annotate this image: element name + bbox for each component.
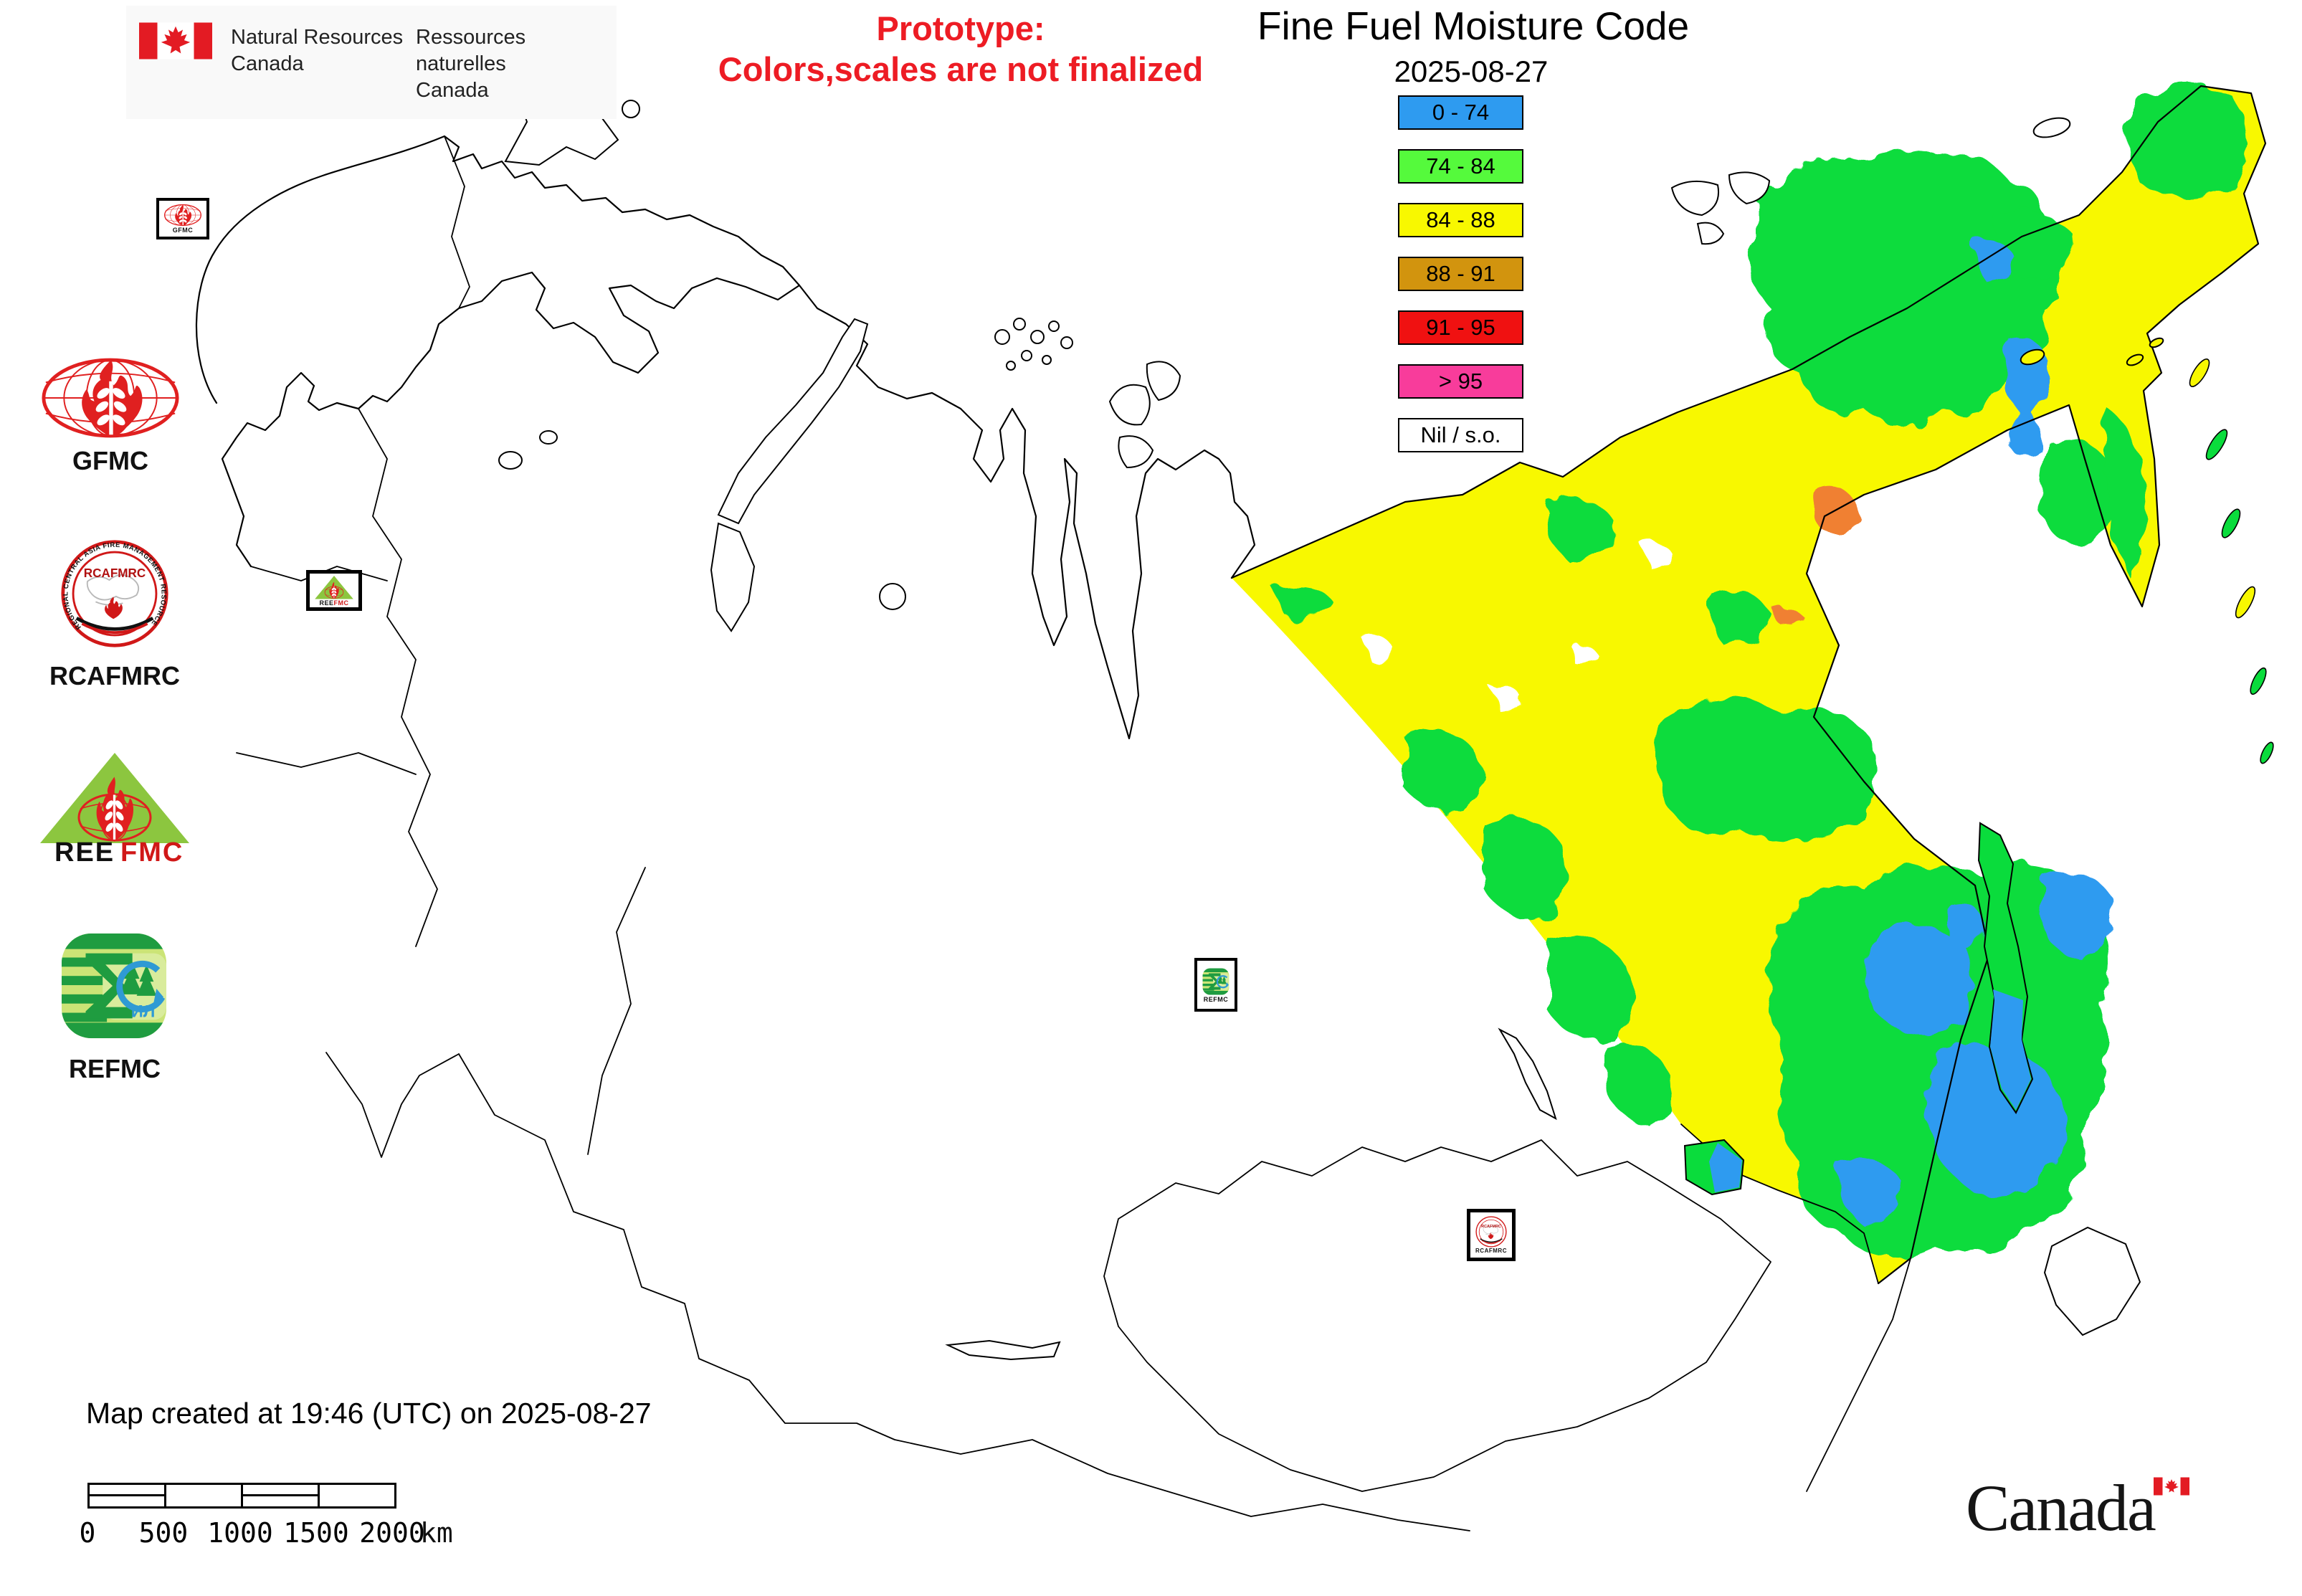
map-marker-reefmc: REEFMC (306, 570, 362, 611)
legend-item-88-91: 88 - 91 (1398, 257, 1523, 291)
reefmc-mini-logo (313, 575, 355, 599)
rcafmrc-caption: RCAFMRC (49, 661, 180, 690)
scale-bar-segment (166, 1485, 243, 1506)
legend-item-74-84: 74 - 84 (1398, 149, 1523, 184)
rcafmrc-logo: REGIONAL CENTRAL ASIA FIRE MANAGEMENT RE… (60, 539, 169, 648)
scale-tick-1000: 1000 (207, 1517, 273, 1549)
prototype-notice-line1: Prototype: (876, 9, 1045, 47)
reefmc-text-ree: REE (54, 837, 115, 865)
legend-item-84-88: 84 - 88 (1398, 203, 1523, 237)
prototype-notice-line2: Colors,scales are not finalized (718, 50, 1204, 88)
prototype-notice: Prototype: Colors,scales are not finaliz… (681, 9, 1240, 90)
gfmc-caption: GFMC (72, 446, 148, 475)
nrcan-header: Natural Resources Canada Ressources natu… (126, 6, 617, 119)
legend-item-91-95: 91 - 95 (1398, 310, 1523, 345)
map-marker-gfmc: GFMC (156, 198, 209, 239)
nrcan-english-label: Natural Resources Canada (231, 24, 403, 77)
reefmc-mini-fmc: FMC (333, 599, 349, 607)
canada-wordmark-flag-icon (2154, 1477, 2189, 1496)
nrcan-fr-line2: Canada (416, 79, 489, 102)
scale-tick-500: 500 (138, 1517, 189, 1549)
ffmc-data-region (1232, 86, 2265, 1283)
scale-tick-0: 0 (79, 1517, 96, 1549)
refmc-logo: ИЛ (57, 929, 171, 1042)
colored-islands (1683, 337, 2274, 1196)
legend-item-nil: Nil / s.o. (1398, 418, 1523, 452)
rcafmrc-acronym: RCAFMRC (84, 566, 146, 580)
nrcan-en-line1: Natural Resources (231, 26, 404, 49)
nrcan-fr-line1: Ressources naturelles (416, 26, 526, 75)
rcafmrc-mini-acronym: RCAFMRC (1481, 1224, 1501, 1228)
scale-tick-2000: 2000 (359, 1517, 425, 1549)
kara-coastline (798, 284, 1256, 740)
canada-wordmark: Canada (1966, 1471, 2156, 1544)
legend-item-0-74: 0 - 74 (1398, 95, 1523, 130)
refmc-mini-logo (1202, 967, 1230, 996)
ffmc-legend: 0 - 74 74 - 84 84 - 88 88 - 91 91 - 95 >… (1398, 95, 1523, 472)
country-borders (236, 136, 1911, 1531)
nrcan-en-line2: Canada (231, 52, 304, 75)
scale-unit: km (420, 1517, 453, 1549)
gfmc-mini-label: GFMC (172, 227, 194, 234)
refmc-caption: REFMC (69, 1054, 161, 1083)
map-marker-refmc: REFMC (1194, 958, 1237, 1012)
reefmc-mini-ree: REE (319, 599, 334, 607)
nrcan-french-label: Ressources naturelles Canada (416, 24, 617, 104)
scale-bar (87, 1483, 396, 1509)
legend-item-gt95: > 95 (1398, 364, 1523, 399)
reefmc-mini-label: REEFMC (319, 599, 348, 607)
reefmc-text-fmc: FMC (120, 837, 184, 865)
map-created-text: Map created at 19:46 (UTC) on 2025-08-27 (86, 1397, 652, 1430)
mongolia-outline (1103, 1139, 1771, 1492)
map-date: 2025-08-27 (1394, 54, 1549, 88)
fennoscandia-coastline (195, 135, 801, 568)
gfmc-logo (40, 356, 181, 440)
map-marker-rcafmrc: RCAFMRC RCAFMRC (1467, 1209, 1516, 1261)
rcafmrc-mini-logo: RCAFMRC (1475, 1216, 1507, 1248)
ffmc-class-patches (1273, 86, 2248, 1259)
lakes (498, 430, 1557, 1361)
refmc-cyrillic-text: ИЛ (131, 1002, 156, 1021)
scale-tick-1500: 1500 (283, 1517, 349, 1549)
gfmc-mini-logo (163, 204, 203, 227)
reefmc-logo: REE FMC (36, 750, 194, 865)
scale-bar-segment (90, 1485, 166, 1506)
refmc-mini-label: REFMC (1203, 995, 1229, 1003)
scale-bar-segment (320, 1485, 394, 1506)
scale-bar-segment (243, 1485, 320, 1506)
arctic-pacific-coastline (1230, 85, 2267, 1285)
page-title: Fine Fuel Moisture Code (1257, 4, 1690, 48)
rcafmrc-mini-label: RCAFMRC (1475, 1247, 1507, 1254)
canada-flag-icon (139, 22, 212, 60)
